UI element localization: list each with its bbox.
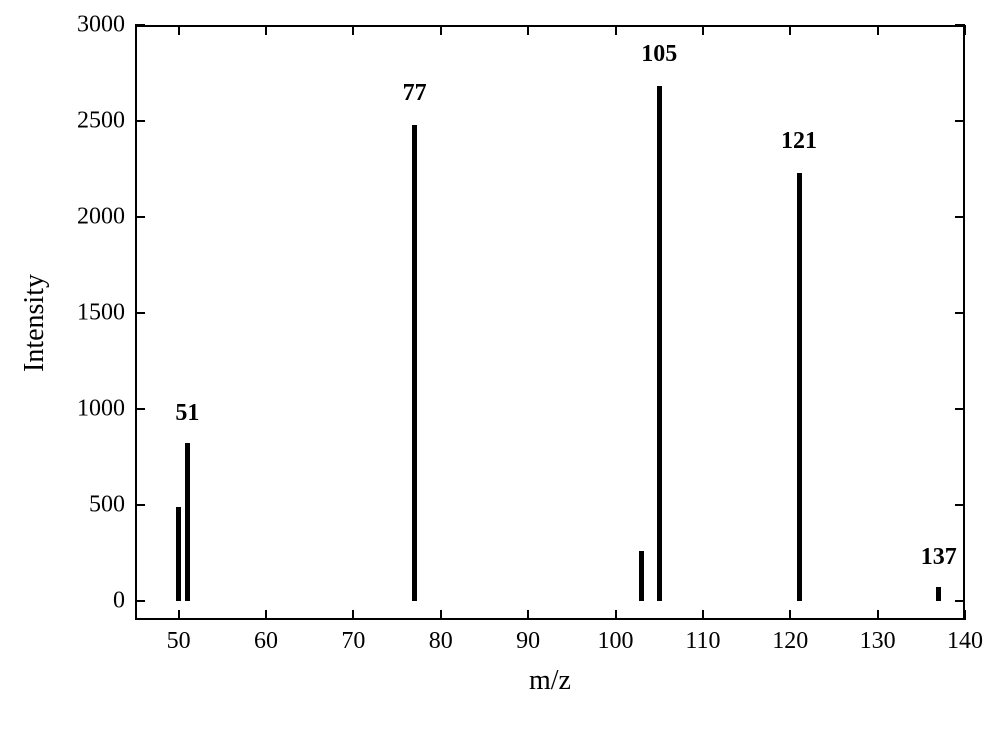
peak-label: 51 — [175, 400, 199, 427]
peak-bar — [936, 587, 941, 600]
y-tick-right — [955, 24, 965, 26]
y-tick — [135, 504, 145, 506]
x-tick-label: 80 — [429, 628, 453, 655]
peak-bar — [657, 86, 662, 600]
y-axis-label: Intensity — [19, 274, 51, 372]
y-tick-label: 2500 — [60, 107, 125, 134]
y-tick-label: 1500 — [60, 299, 125, 326]
y-tick-right — [955, 216, 965, 218]
peak-bar — [412, 125, 417, 601]
x-tick-label: 60 — [254, 628, 278, 655]
x-tick — [440, 610, 442, 620]
peak-bar — [176, 507, 181, 601]
y-tick — [135, 120, 145, 122]
x-tick-label: 100 — [598, 628, 634, 655]
y-tick — [135, 312, 145, 314]
peak-bar — [797, 173, 802, 601]
y-tick-right — [955, 312, 965, 314]
mass-spectrum-chart: m/z Intensity 50 60 70 80 90 100 110 120 130 140 0… — [0, 0, 1000, 729]
plot-area — [135, 25, 965, 620]
x-tick — [615, 610, 617, 620]
x-tick-top — [178, 25, 180, 35]
x-tick-top — [964, 25, 966, 35]
x-tick-label: 140 — [947, 628, 983, 655]
x-tick-top — [352, 25, 354, 35]
x-tick-label: 110 — [685, 628, 720, 655]
x-tick-top — [527, 25, 529, 35]
x-axis-label: m/z — [529, 665, 571, 697]
y-tick-right — [955, 504, 965, 506]
x-tick — [789, 610, 791, 620]
peak-label: 121 — [781, 128, 817, 155]
x-tick-top — [615, 25, 617, 35]
x-tick-top — [440, 25, 442, 35]
x-tick-top — [265, 25, 267, 35]
x-tick-top — [789, 25, 791, 35]
x-tick — [265, 610, 267, 620]
x-tick-label: 120 — [772, 628, 808, 655]
y-tick — [135, 600, 145, 602]
peak-label: 77 — [403, 80, 427, 107]
peak-label: 137 — [921, 544, 957, 571]
x-tick — [352, 610, 354, 620]
y-tick-label: 0 — [60, 587, 125, 614]
x-tick — [178, 610, 180, 620]
y-tick-label: 3000 — [60, 12, 125, 39]
x-tick — [527, 610, 529, 620]
peak-bar — [185, 443, 190, 600]
x-tick-label: 90 — [516, 628, 540, 655]
x-tick-top — [702, 25, 704, 35]
x-tick — [702, 610, 704, 620]
y-tick — [135, 216, 145, 218]
y-tick — [135, 24, 145, 26]
y-tick-right — [955, 408, 965, 410]
y-tick-right — [955, 120, 965, 122]
x-tick-label: 70 — [341, 628, 365, 655]
y-tick-right — [955, 600, 965, 602]
x-tick — [877, 610, 879, 620]
x-tick — [964, 610, 966, 620]
x-tick-top — [877, 25, 879, 35]
peak-bar — [639, 551, 644, 601]
y-tick-label: 1000 — [60, 395, 125, 422]
x-tick-label: 130 — [860, 628, 896, 655]
y-tick-label: 2000 — [60, 203, 125, 230]
x-tick-label: 50 — [167, 628, 191, 655]
y-tick — [135, 408, 145, 410]
peak-label: 105 — [641, 41, 677, 68]
y-tick-label: 500 — [60, 491, 125, 518]
